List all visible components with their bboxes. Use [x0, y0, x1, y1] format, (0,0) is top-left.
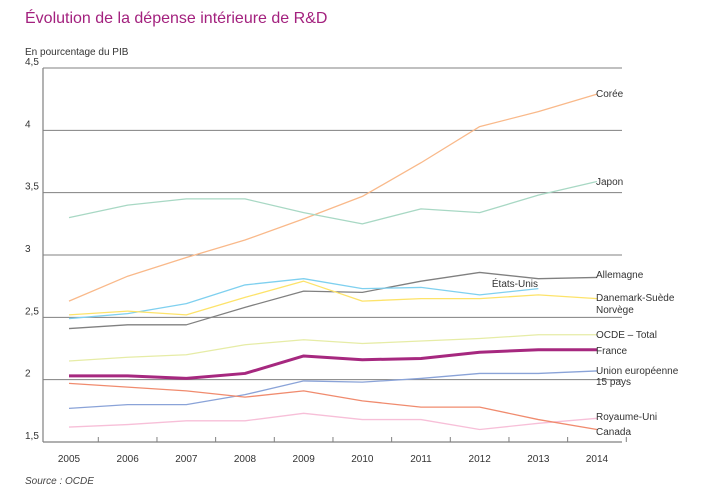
y-tick-label: 4: [25, 119, 31, 130]
series-label: Japon: [596, 177, 623, 188]
series-line: [68, 412, 598, 431]
series-label: 15 pays: [596, 377, 631, 388]
series-label: Union européenne: [596, 366, 679, 377]
series-line: [68, 278, 539, 320]
x-tick-label: 2013: [527, 454, 550, 465]
series-line: [69, 348, 597, 380]
y-tick-label: 3,5: [25, 182, 39, 193]
y-tick-label: 4,5: [25, 57, 39, 68]
series-line: [68, 280, 598, 316]
series-line: [68, 382, 598, 431]
x-tick-label: 2011: [410, 454, 432, 465]
x-tick-label: 2008: [234, 454, 257, 465]
x-tick-label: 2009: [293, 454, 316, 465]
series-label: Royaume-Uni: [596, 412, 657, 423]
y-tick-label: 3: [25, 244, 31, 255]
x-tick-label: 2005: [58, 454, 81, 465]
x-tick-label: 2012: [469, 454, 492, 465]
x-tick-label: 2014: [586, 454, 609, 465]
y-tick-label: 1,5: [25, 431, 39, 442]
series-label: Canada: [596, 427, 631, 438]
series-label: Danemark-Suède: [596, 293, 675, 304]
series-line: [68, 180, 598, 225]
series-label: États-Unis: [492, 277, 538, 290]
series-label: France: [596, 346, 628, 357]
series-label: Norvège: [596, 305, 634, 316]
series-label: OCDE – Total: [596, 330, 657, 341]
series-label: Corée: [596, 89, 624, 100]
series-label: Allemagne: [596, 270, 644, 281]
y-tick-label: 2: [25, 369, 31, 380]
chart-title: Évolution de la dépense intérieure de R&…: [25, 10, 328, 27]
series-line: [68, 93, 598, 302]
x-tick-label: 2010: [351, 454, 374, 465]
x-tick-label: 2006: [117, 454, 140, 465]
series-line: [68, 370, 598, 409]
series-line: [68, 334, 597, 362]
y-axis-label: En pourcentage du PIB: [25, 47, 129, 58]
y-tick-label: 2,5: [25, 306, 39, 317]
x-tick-label: 2007: [175, 454, 198, 465]
source-note: Source : OCDE: [25, 476, 94, 487]
